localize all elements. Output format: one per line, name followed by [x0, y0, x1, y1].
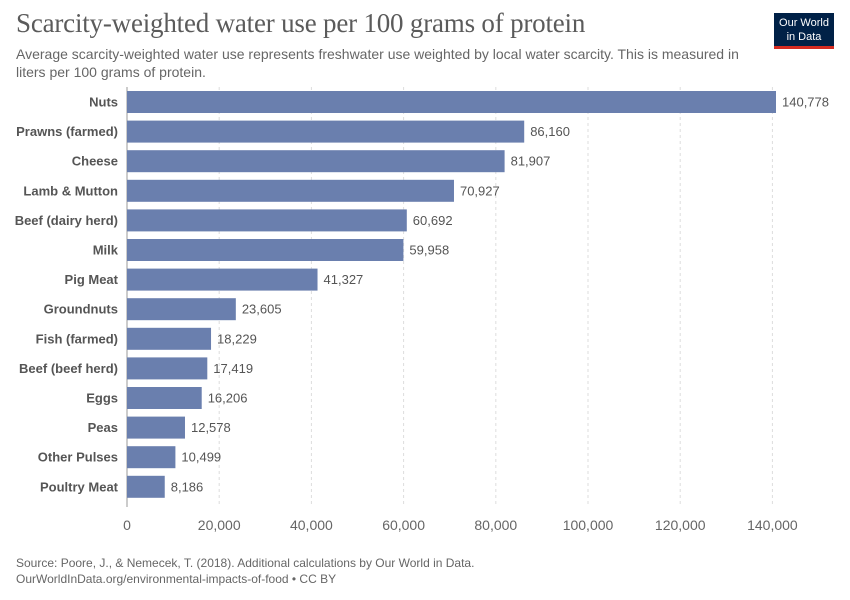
bar-other-pulses [127, 446, 176, 469]
category-label: Milk [93, 243, 119, 258]
chart-title: Scarcity-weighted water use per 100 gram… [16, 8, 586, 38]
category-label: Pig Meat [65, 272, 119, 287]
value-label: 59,958 [409, 243, 449, 258]
category-label: Peas [88, 420, 118, 435]
value-label: 140,778 [782, 95, 829, 110]
category-label: Poultry Meat [40, 479, 119, 494]
value-label: 18,229 [217, 331, 257, 346]
bar-milk [127, 239, 404, 261]
x-tick-label: 120,000 [655, 517, 706, 533]
bar-beef-dairy-herd [127, 209, 407, 232]
bar-poultry-meat [127, 475, 165, 498]
category-label: Groundnuts [44, 302, 118, 317]
value-label: 17,419 [213, 361, 253, 376]
value-label: 10,499 [181, 450, 221, 465]
x-tick-label: 60,000 [382, 517, 425, 533]
category-label: Lamb & Mutton [23, 183, 118, 198]
category-label: Prawns (farmed) [16, 124, 118, 139]
source-link[interactable]: OurWorldInData.org/environmental-impacts… [16, 572, 337, 586]
x-tick-label: 20,000 [198, 517, 241, 533]
value-label: 70,927 [460, 183, 500, 198]
value-label: 86,160 [530, 124, 570, 139]
bar-chart: 0 20,000 40,000 60,000 80,000 100,000 120,000 1… [15, 87, 829, 533]
owid-logo[interactable]: Our World in Data [774, 13, 834, 49]
bar-nuts [127, 91, 776, 113]
chart-subtitle: Average scarcity-weighted water use repr… [16, 46, 739, 80]
x-tick-label: 80,000 [474, 517, 517, 533]
bar-lamb-mutton [127, 179, 454, 202]
value-label: 16,206 [208, 391, 248, 406]
value-label: 12,578 [191, 420, 231, 435]
value-label: 60,692 [413, 213, 453, 228]
value-label: 23,605 [242, 302, 282, 317]
bar-eggs [127, 387, 202, 409]
logo-line-1: Our World [779, 17, 829, 29]
bar-groundnuts [127, 298, 236, 321]
category-label: Beef (dairy herd) [15, 213, 118, 228]
bar-prawns-farmed [127, 120, 525, 143]
category-label: Beef (beef herd) [19, 361, 118, 376]
category-label: Cheese [72, 154, 118, 169]
value-label: 41,327 [324, 272, 364, 287]
bar-pig-meat [127, 268, 318, 291]
value-label: 81,907 [511, 154, 551, 169]
x-tick-label: 0 [123, 517, 131, 533]
bar-cheese [127, 150, 505, 173]
x-tick-label: 40,000 [290, 517, 333, 533]
category-label: Eggs [86, 391, 118, 406]
logo-line-2: in Data [786, 31, 822, 43]
footer: Source: Poore, J., & Nemecek, T. (2018).… [16, 555, 474, 587]
x-tick-label: 100,000 [563, 517, 614, 533]
x-tick-label: 140,000 [747, 517, 798, 533]
source-note: Source: Poore, J., & Nemecek, T. (2018).… [16, 556, 475, 570]
bar-fish-farmed [127, 327, 212, 350]
category-label: Other Pulses [38, 450, 118, 465]
category-label: Fish (farmed) [36, 331, 118, 346]
value-label: 8,186 [171, 479, 204, 494]
bar-peas [127, 416, 185, 439]
bar-beef-beef-herd [127, 357, 208, 380]
category-label: Nuts [89, 95, 118, 110]
